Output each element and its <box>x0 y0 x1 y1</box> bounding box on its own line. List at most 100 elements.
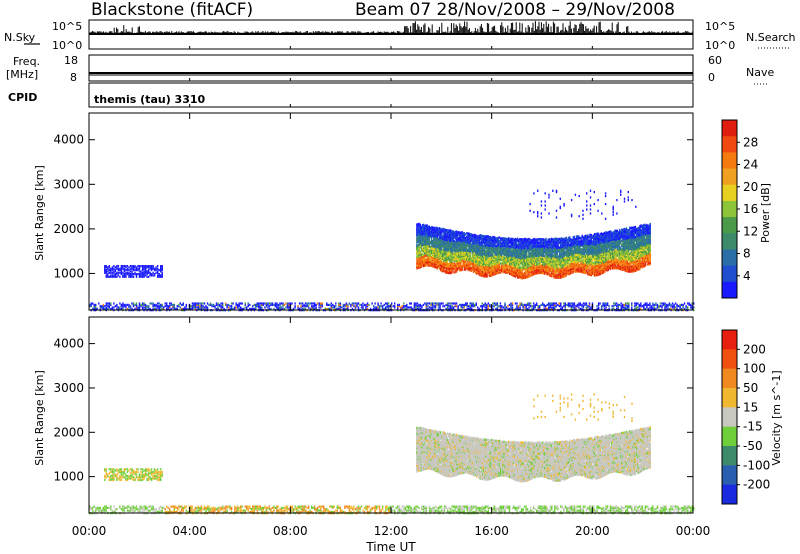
power-main-echo <box>479 235 481 238</box>
power-main-echo <box>460 258 462 262</box>
power-near-range-echo <box>442 302 444 305</box>
power-near-range-echo <box>407 306 409 309</box>
power-main-echo <box>502 237 504 240</box>
power-near-range-echo <box>205 305 207 308</box>
power-main-echo <box>434 245 436 249</box>
power-main-echo <box>469 235 471 238</box>
power-near-range-echo <box>288 306 290 309</box>
power-main-echo <box>488 246 490 249</box>
power-near-range-echo <box>386 305 388 308</box>
power-main-echo <box>496 267 498 270</box>
power-near-range-echo <box>415 302 417 305</box>
power-near-range-echo <box>508 303 511 306</box>
power-near-range-echo <box>306 302 308 305</box>
power-main-echo <box>459 269 461 272</box>
power-main-echo <box>468 232 470 235</box>
power-near-range-echo <box>514 307 517 310</box>
power-main-echo <box>472 249 475 252</box>
power-near-range-echo <box>267 306 269 309</box>
power-near-range-echo <box>492 307 494 310</box>
power-near-range-echo <box>616 307 618 310</box>
power-main-echo <box>439 256 442 259</box>
power-main-echo <box>454 264 457 267</box>
power-main-echo <box>480 268 483 271</box>
power-near-range-echo <box>460 303 462 306</box>
power-main-echo <box>445 250 447 253</box>
power-near-range-echo <box>451 307 453 310</box>
power-near-range-echo <box>528 302 530 305</box>
power-main-echo <box>446 254 449 257</box>
power-main-echo <box>483 248 485 252</box>
power-near-range-echo <box>545 307 547 310</box>
power-near-range-echo <box>516 306 518 309</box>
freq-frame <box>88 54 694 82</box>
power-near-range-echo <box>237 305 239 308</box>
power-near-range-echo <box>552 306 554 309</box>
power-main-echo <box>436 252 438 255</box>
power-main-echo <box>533 244 536 247</box>
power-main-echo <box>472 266 475 270</box>
power-near-range-echo <box>457 307 459 310</box>
power-near-range-echo <box>581 305 583 308</box>
power-main-echo <box>487 245 489 248</box>
cpid-label: CPID <box>8 91 37 104</box>
power-near-range-echo <box>439 302 441 305</box>
power-near-range-echo <box>202 305 204 308</box>
power-main-echo <box>463 232 466 235</box>
power-near-range-echo <box>397 305 399 308</box>
power-main-echo <box>494 247 496 251</box>
power-main-echo <box>483 266 485 269</box>
power-main-echo <box>462 234 464 238</box>
power-near-range-echo <box>217 307 219 310</box>
power-early-echo <box>152 274 154 277</box>
power-main-echo <box>478 264 480 268</box>
power-near-range-echo <box>570 306 573 309</box>
power-main-echo <box>426 245 428 248</box>
power-near-range-echo <box>481 302 483 305</box>
power-near-range-echo <box>673 303 675 306</box>
power-main-echo <box>424 247 426 250</box>
power-main-echo <box>493 265 495 269</box>
power-main-echo <box>446 267 449 271</box>
power-near-range-echo <box>144 303 147 306</box>
power-main-echo <box>419 264 421 268</box>
power-main-echo <box>455 230 458 233</box>
power-main-echo <box>495 262 497 265</box>
power-main-echo <box>416 262 418 265</box>
power-near-range-echo <box>552 303 554 306</box>
power-near-range-echo <box>543 303 545 306</box>
power-main-echo <box>471 233 474 237</box>
freq-tick-low: 8 <box>70 71 77 84</box>
power-near-range-echo <box>413 305 416 308</box>
power-near-range-echo <box>664 306 666 309</box>
power-near-range-echo <box>585 307 588 310</box>
power-main-echo <box>463 237 466 240</box>
power-early-echo <box>160 269 162 272</box>
power-near-range-echo <box>418 303 420 306</box>
power-near-range-echo <box>114 305 117 308</box>
power-main-echo <box>438 237 441 240</box>
power-near-range-echo <box>184 307 186 310</box>
power-main-echo <box>454 230 457 234</box>
power-near-range-echo <box>410 307 412 310</box>
nsky-strip: N.Sky 10^5 10^0 10^5 10^0 N.Search <box>4 19 796 52</box>
power-main-echo <box>471 253 474 257</box>
power-main-echo <box>481 256 484 259</box>
power-main-echo <box>481 271 484 274</box>
power-main-echo <box>464 268 467 271</box>
power-main-echo <box>454 269 457 272</box>
power-main-echo <box>496 269 498 272</box>
power-main-echo <box>455 257 458 261</box>
power-main-echo <box>425 239 427 242</box>
power-main-echo <box>490 270 493 273</box>
power-early-echo <box>129 274 132 277</box>
power-main-echo <box>492 247 494 250</box>
power-main-echo <box>420 241 423 245</box>
power-near-range-echo <box>572 303 574 306</box>
power-main-echo <box>471 241 474 244</box>
power-main-echo <box>434 260 436 264</box>
power-near-range-echo <box>327 307 329 310</box>
power-near-range-echo <box>668 303 671 306</box>
power-main-echo <box>434 255 436 259</box>
